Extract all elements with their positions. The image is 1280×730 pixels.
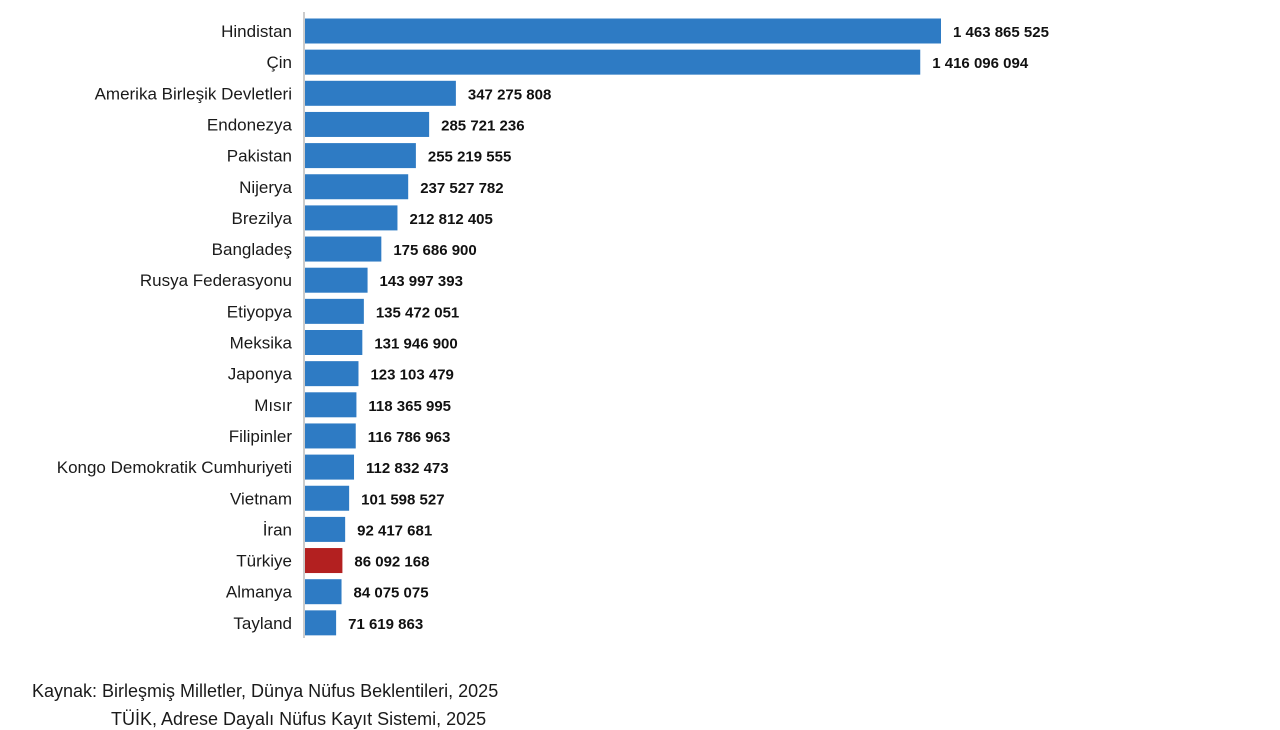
bar-etiyopya <box>305 298 364 324</box>
bar-amerika-birlesik-devletleri <box>305 80 456 106</box>
category-label-misir: Mısır <box>254 396 292 415</box>
value-label-nijerya: 237 527 782 <box>420 180 503 197</box>
category-label-amerika-birlesik-devletleri: Amerika Birleşik Devletleri <box>95 84 292 103</box>
category-labels: Hindistan Çin Amerika Birleşik Devletleri E… <box>57 22 293 633</box>
value-label-endonezya: 285 721 236 <box>441 117 524 134</box>
category-label-iran: İran <box>263 520 292 539</box>
value-label-rusya-federasyonu: 143 997 393 <box>380 273 463 290</box>
bar-banglades <box>305 236 382 262</box>
bar-japonya <box>305 361 359 387</box>
category-label-kongo-demokratik-cumhuriyeti: Kongo Demokratik Cumhuriyeti <box>57 458 292 477</box>
category-label-hindistan: Hindistan <box>221 22 292 41</box>
category-label-cin: Çin <box>266 53 292 72</box>
bar-iran <box>305 516 346 542</box>
value-label-vietnam: 101 598 527 <box>361 491 444 508</box>
value-label-kongo-demokratik-cumhuriyeti: 112 832 473 <box>366 460 449 477</box>
bar-meksika <box>305 330 363 355</box>
bar-tayland <box>305 610 337 636</box>
category-label-vietnam: Vietnam <box>230 489 292 508</box>
value-label-iran: 92 417 681 <box>357 522 432 539</box>
bar-almanya <box>305 579 342 605</box>
value-label-almanya: 84 075 075 <box>354 585 429 602</box>
value-label-tayland: 71 619 863 <box>348 616 423 633</box>
bar-endonezya <box>305 111 430 137</box>
category-label-almanya: Almanya <box>226 583 293 602</box>
value-label-amerika-birlesik-devletleri: 347 275 808 <box>468 86 551 103</box>
bar-vietnam <box>305 485 350 511</box>
bar-pakistan <box>305 143 416 169</box>
bar-rusya-federasyonu <box>305 267 368 293</box>
bar-turkiye <box>305 548 343 574</box>
bar-cin <box>305 49 921 75</box>
value-labels: 1 463 865 525 1 416 096 094 347 275 808 285… <box>348 24 1049 633</box>
bar-brezilya <box>305 205 398 231</box>
category-label-nijerya: Nijerya <box>239 178 292 197</box>
bar-hindistan <box>305 18 941 44</box>
bar-nijerya <box>305 174 409 200</box>
category-label-tayland: Tayland <box>233 614 292 633</box>
value-label-cin: 1 416 096 094 <box>932 55 1029 72</box>
category-label-pakistan: Pakistan <box>227 147 292 166</box>
bar-kongo-demokratik-cumhuriyeti <box>305 454 355 480</box>
value-label-turkiye: 86 092 168 <box>354 554 429 571</box>
category-label-filipinler: Filipinler <box>229 427 293 446</box>
value-label-filipinler: 116 786 963 <box>368 429 451 446</box>
category-label-meksika: Meksika <box>230 334 293 353</box>
category-label-banglades: Bangladeş <box>212 240 292 259</box>
value-label-misir: 118 365 995 <box>368 398 451 415</box>
value-label-japonya: 123 103 479 <box>370 367 453 384</box>
bars <box>305 18 941 636</box>
category-label-turkiye: Türkiye <box>236 552 292 571</box>
bar-misir <box>305 392 357 418</box>
category-label-etiyopya: Etiyopya <box>227 302 293 321</box>
value-label-banglades: 175 686 900 <box>393 242 476 259</box>
bar-filipinler <box>305 423 356 449</box>
value-label-meksika: 131 946 900 <box>374 336 457 353</box>
value-label-hindistan: 1 463 865 525 <box>953 24 1049 41</box>
value-label-brezilya: 212 812 405 <box>409 211 492 228</box>
category-label-endonezya: Endonezya <box>207 115 293 134</box>
category-label-rusya-federasyonu: Rusya Federasyonu <box>140 271 292 290</box>
value-label-etiyopya: 135 472 051 <box>376 304 459 321</box>
value-label-pakistan: 255 219 555 <box>428 149 511 166</box>
bar-chart: Hindistan Çin Amerika Birleşik Devletleri E… <box>57 12 1049 638</box>
source-line-1: Kaynak: Birleşmiş Milletler, Dünya Nüfus… <box>32 681 499 701</box>
category-label-japonya: Japonya <box>228 365 293 384</box>
category-label-brezilya: Brezilya <box>232 209 293 228</box>
